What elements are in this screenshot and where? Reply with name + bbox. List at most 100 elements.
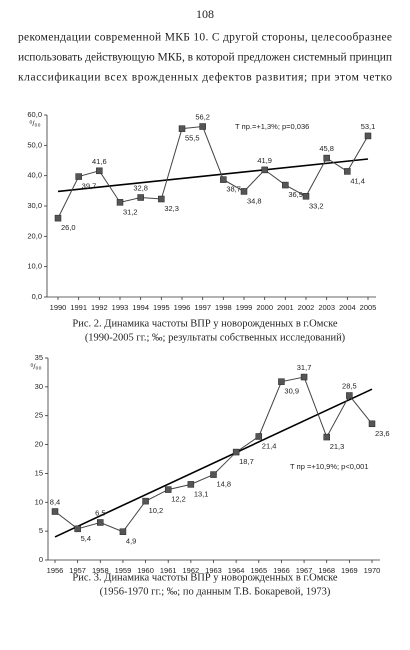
x-tick-label: 2001: [277, 303, 294, 312]
y-tick-label: 15: [35, 468, 43, 477]
x-tick-label: 1967: [296, 566, 313, 575]
x-tick-label: 1990: [50, 303, 67, 312]
x-tick-label: 1994: [132, 303, 149, 312]
data-label: 38,7: [226, 185, 241, 194]
data-point: [187, 481, 195, 488]
y-tick-label: 0: [39, 555, 43, 564]
x-tick-label: 1999: [236, 303, 253, 312]
data-label: 31,2: [123, 207, 138, 216]
data-point: [164, 486, 172, 493]
data-label: 31,7: [297, 363, 312, 372]
data-label: 41,9: [257, 156, 272, 165]
x-tick-label: 2004: [339, 303, 356, 312]
x-tick-label: 1995: [153, 303, 170, 312]
x-tick-label: 1996: [174, 303, 191, 312]
x-tick-label: 1991: [70, 303, 87, 312]
caption: Рис. 3. Динамика частоты ВПР у новорожде…: [72, 572, 338, 583]
data-point: [116, 199, 124, 206]
data-label: 39,7: [82, 182, 97, 191]
x-tick-label: 1997: [194, 303, 211, 312]
data-point: [220, 176, 227, 183]
x-tick-label: 1993: [112, 303, 129, 312]
caption: Рис. 2. Динамика частоты ВПР у новорожде…: [72, 318, 338, 329]
y-tick-label: 30,0: [27, 201, 42, 210]
data-point: [54, 214, 62, 222]
data-point: [232, 448, 240, 456]
data-point: [368, 420, 376, 428]
data-label: 28,5: [342, 381, 357, 390]
y-tick-label: 0,0: [32, 292, 42, 301]
data-point: [210, 471, 217, 478]
data-point: [364, 132, 372, 140]
x-tick-label: 1957: [69, 566, 86, 575]
data-line: [57, 125, 369, 219]
x-tick-label: 2002: [298, 303, 315, 312]
x-tick-label: 1963: [205, 566, 222, 575]
data-point: [119, 528, 127, 535]
data-point: [97, 519, 104, 526]
data-point: [300, 373, 308, 381]
data-label: 55,5: [185, 134, 200, 143]
page-number: 108: [196, 7, 214, 21]
data-point: [137, 194, 144, 201]
x-tick-label: 1958: [92, 566, 109, 575]
y-tick-label: 60,0: [27, 110, 42, 119]
data-point: [75, 173, 82, 180]
data-label: 8,4: [50, 498, 60, 507]
x-tick-label: 1968: [318, 566, 335, 575]
body-text-line: классификации всех врожденных дефектов р…: [18, 72, 392, 84]
data-label: 32,3: [164, 204, 179, 213]
data-point: [323, 154, 330, 162]
data-point: [74, 525, 81, 533]
data-point: [142, 497, 149, 505]
trend-line: [54, 388, 373, 538]
data-point: [51, 508, 59, 515]
data-label: 21,4: [262, 441, 277, 450]
y-axis-label: ⁰/₀₀: [29, 119, 40, 128]
y-tick-label: 35: [35, 353, 43, 362]
data-point: [346, 392, 353, 399]
data-label: 32,8: [133, 183, 148, 192]
x-tick-label: 1964: [228, 566, 245, 575]
data-point: [240, 188, 248, 195]
x-tick-label: 1960: [137, 566, 154, 575]
data-label: 13,1: [194, 489, 209, 498]
data-point: [278, 378, 285, 385]
data-label: 45,8: [319, 144, 334, 153]
data-point: [255, 433, 263, 440]
x-tick-label: 1962: [183, 566, 200, 575]
data-label: 12,2: [171, 495, 186, 504]
data-point: [323, 433, 330, 441]
data-label: 23,6: [375, 429, 390, 438]
caption: (1990-2005 гг.; ‰; результаты собственны…: [85, 332, 346, 343]
y-tick-label: 10,0: [27, 262, 42, 271]
data-label: 41,6: [92, 157, 107, 166]
data-label: 26,0: [61, 223, 76, 232]
data-point: [158, 195, 165, 203]
data-label: 4,9: [126, 537, 136, 546]
data-point: [302, 193, 310, 200]
data-point: [344, 168, 351, 175]
x-tick-label: 1959: [115, 566, 132, 575]
x-tick-label: 2000: [256, 303, 273, 312]
data-point: [261, 166, 268, 174]
data-label: 33,2: [309, 201, 324, 210]
y-tick-label: 25: [35, 411, 43, 420]
data-label: 14,8: [217, 480, 232, 489]
x-tick-label: 1970: [364, 566, 381, 575]
body-text-line: использовать действующую МКБ, в которой …: [18, 52, 392, 64]
y-tick-label: 50,0: [27, 140, 42, 149]
data-label: 21,3: [330, 442, 345, 451]
y-tick-label: 5: [39, 526, 43, 535]
trend-annotation: Т пр.=+1,3%; р=0,036: [235, 122, 309, 131]
y-axis-label: ⁰/₀₀: [30, 362, 41, 371]
x-tick-label: 1998: [215, 303, 232, 312]
data-label: 36,9: [288, 190, 303, 199]
y-tick-label: 20,0: [27, 231, 42, 240]
y-tick-label: 20: [35, 440, 43, 449]
data-label: 5,4: [81, 534, 91, 543]
body-text-line: рекомендации современной МКБ 10. С друго…: [18, 32, 392, 44]
trend-annotation: Т пр =+10,9%; р<0,001: [290, 462, 369, 471]
